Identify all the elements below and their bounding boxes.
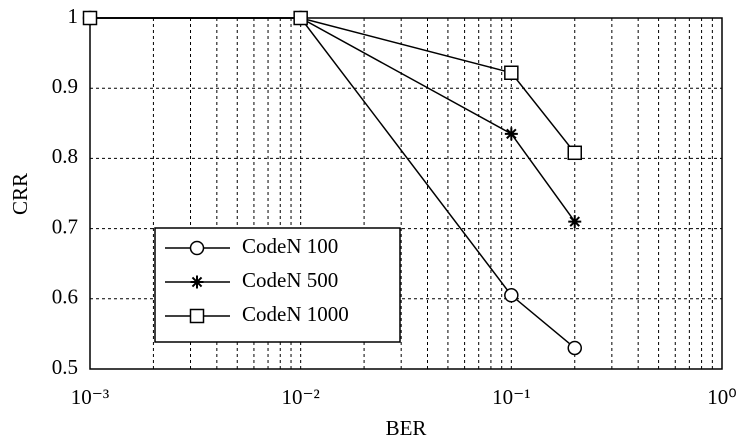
series-line bbox=[90, 17, 576, 154]
marker bbox=[190, 275, 204, 289]
y-tick-label: 0.5 bbox=[52, 355, 78, 379]
marker bbox=[568, 215, 582, 229]
x-tick-label: 10⁰ bbox=[707, 385, 736, 409]
marker bbox=[293, 10, 308, 26]
marker bbox=[504, 288, 519, 303]
y-axis-label: CRR bbox=[8, 173, 32, 215]
y-tick-label: 0.7 bbox=[52, 214, 78, 238]
x-tick-label: 10⁻² bbox=[281, 385, 319, 409]
legend-label: CodeN 500 bbox=[242, 268, 338, 292]
x-tick-label: 10⁻¹ bbox=[492, 385, 530, 409]
x-tick-label: 10⁻³ bbox=[71, 385, 109, 409]
y-tick-label: 0.6 bbox=[52, 285, 78, 309]
y-tick-label: 0.8 bbox=[52, 144, 78, 168]
legend-label: CodeN 100 bbox=[242, 234, 338, 258]
legend-label: CodeN 1000 bbox=[242, 302, 349, 326]
marker bbox=[504, 127, 518, 141]
marker bbox=[189, 308, 205, 324]
marker bbox=[504, 65, 519, 81]
marker bbox=[567, 340, 583, 356]
marker bbox=[82, 10, 98, 26]
y-tick-label: 0.9 bbox=[52, 74, 78, 98]
y-tick-label: 1 bbox=[68, 4, 79, 28]
x-axis-label: BER bbox=[386, 416, 427, 440]
marker bbox=[189, 240, 205, 256]
marker bbox=[567, 145, 583, 161]
plot-frame bbox=[89, 17, 723, 370]
